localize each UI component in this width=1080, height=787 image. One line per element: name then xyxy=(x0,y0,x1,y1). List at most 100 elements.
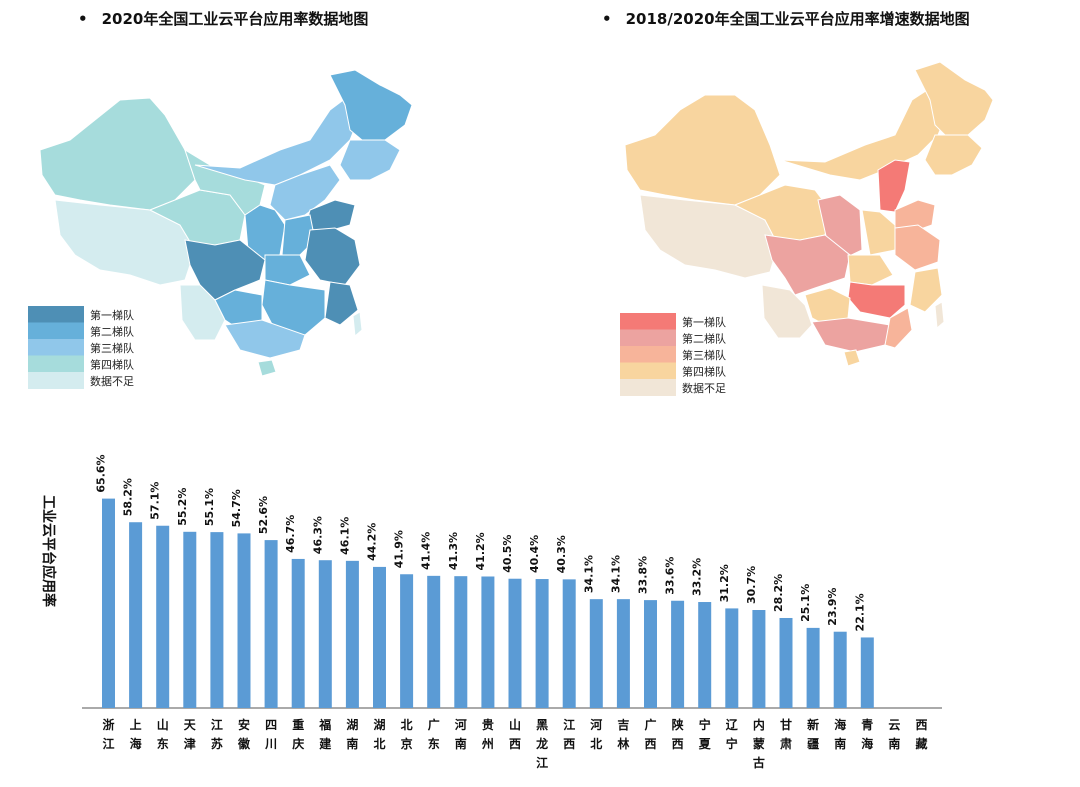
left-legend-swatch xyxy=(28,372,84,389)
bar-labels-group: 65.6%58.2% 57.1% 55.2% 55.1% 54.7% 52.6% 46.7%… xyxy=(95,454,867,631)
x-tick-label: 重庆 xyxy=(291,717,304,751)
x-tick-label: 北京 xyxy=(401,717,413,751)
right-legend-label: 第三梯队 xyxy=(682,348,726,362)
map-region xyxy=(811,317,891,353)
bar xyxy=(508,578,522,708)
bar xyxy=(318,560,332,708)
right-legend-swatch xyxy=(620,379,676,396)
bar xyxy=(562,579,576,708)
right-legend-label: 第四梯队 xyxy=(682,365,726,379)
bar-data-label: 25.1% xyxy=(799,584,812,622)
map-region xyxy=(184,239,266,301)
bar-data-label: 44.2% xyxy=(366,523,379,561)
bar-data-label: 31.2% xyxy=(718,564,731,602)
bar xyxy=(237,533,251,708)
map-region xyxy=(304,227,361,286)
x-tick-label: 新疆 xyxy=(807,717,819,751)
x-tick-label: 江西 xyxy=(563,717,575,751)
bar xyxy=(589,599,603,708)
x-tick-label: 上海 xyxy=(130,717,142,751)
bar xyxy=(752,610,766,708)
bar xyxy=(833,631,847,708)
x-tick-label: 江苏 xyxy=(211,717,223,751)
map-region xyxy=(257,359,277,377)
bar-data-label: 58.2% xyxy=(122,478,135,516)
x-tick-label: 西藏 xyxy=(915,718,927,751)
map-region xyxy=(884,307,913,349)
bar xyxy=(671,600,685,708)
x-tick-label: 辽宁 xyxy=(726,718,739,751)
bar xyxy=(183,531,197,708)
bar xyxy=(129,522,143,708)
bar xyxy=(373,566,386,708)
bar-data-label: 41.2% xyxy=(474,532,487,570)
y-axis-label: 工业云平台应用率 xyxy=(40,495,57,607)
x-tick-label: 陕西 xyxy=(672,717,684,751)
map-region xyxy=(843,349,861,367)
bar xyxy=(102,498,115,708)
x-tick-label: 福建 xyxy=(318,717,332,751)
bar-data-label: 52.6% xyxy=(257,496,270,534)
bar-data-label: 57.1% xyxy=(149,482,162,520)
left-legend-label: 数据不足 xyxy=(90,374,134,388)
bar xyxy=(264,540,278,708)
bar-data-label: 28.2% xyxy=(772,574,785,612)
map-region xyxy=(877,159,911,213)
bar-data-label: 33.2% xyxy=(691,558,704,596)
left-legend-label: 第一梯队 xyxy=(90,308,134,322)
map-region xyxy=(264,254,311,286)
x-tick-label: 贵州 xyxy=(481,717,494,751)
x-tick-label: 安徽 xyxy=(237,717,251,751)
x-tick-label: 海南 xyxy=(834,717,846,751)
right-legend-swatch xyxy=(620,313,676,330)
bar xyxy=(616,599,630,708)
map-region xyxy=(764,234,851,296)
bar-data-label: 41.3% xyxy=(447,532,460,570)
map-region xyxy=(894,224,941,271)
left-map-title-text: 2020年全国工业云平台应用率数据地图 xyxy=(101,10,369,28)
bar-data-label: 40.3% xyxy=(555,535,568,573)
bar xyxy=(210,532,224,708)
map-region xyxy=(329,69,413,141)
bar xyxy=(806,627,820,708)
map-region xyxy=(179,284,226,341)
bar-data-label: 55.1% xyxy=(203,488,216,526)
bar xyxy=(400,574,414,708)
bar-data-label: 34.1% xyxy=(582,555,595,593)
bars-group xyxy=(102,498,874,708)
right-legend-swatch xyxy=(620,329,676,347)
x-tick-label: 广西 xyxy=(644,717,656,751)
bar-data-label: 33.6% xyxy=(664,557,677,595)
map-region xyxy=(148,189,246,251)
bar-data-label: 33.8% xyxy=(637,556,650,594)
bar-data-label: 46.3% xyxy=(311,516,324,554)
bar-data-label: 55.2% xyxy=(176,488,189,526)
bar xyxy=(427,575,441,708)
map-region xyxy=(624,94,781,206)
map-region xyxy=(909,267,943,313)
map-region xyxy=(914,61,994,136)
x-tick-label: 四川 xyxy=(264,718,277,751)
x-tick-label: 吉林 xyxy=(617,717,629,751)
bar-data-label: 23.9% xyxy=(826,588,839,626)
left-legend-label: 第二梯队 xyxy=(90,325,134,339)
left-legend-swatch xyxy=(28,355,84,373)
x-tick-label: 广东 xyxy=(428,717,440,751)
bar xyxy=(345,560,359,708)
bar-data-label: 46.1% xyxy=(338,517,351,555)
map-region xyxy=(779,84,949,181)
x-tick-label: 湖北 xyxy=(373,717,385,751)
left-legend-swatch xyxy=(28,306,84,323)
bar-data-label: 34.1% xyxy=(609,555,622,593)
map-region xyxy=(861,209,896,256)
left-legend-swatch xyxy=(28,339,84,356)
right-map-title-text: 2018/2020年全国工业云平台应用率增速数据地图 xyxy=(625,10,970,28)
bar xyxy=(698,602,712,708)
bar xyxy=(644,600,657,708)
bar xyxy=(291,558,305,708)
x-tick-label: 黑龙江 xyxy=(536,718,548,770)
map-region xyxy=(761,284,813,339)
